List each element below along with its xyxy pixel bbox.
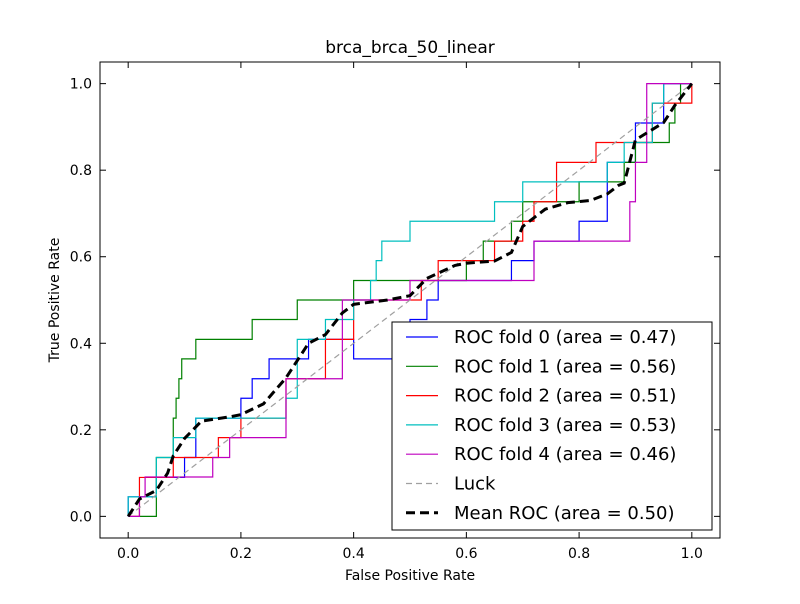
plot-area [126,82,694,518]
legend-label-1: ROC fold 1 (area = 0.56) [454,356,676,377]
y-tick-label: 0.6 [70,250,92,266]
legend-label-0: ROC fold 0 (area = 0.47) [454,327,676,348]
x-axis-label: False Positive Rate [345,568,475,584]
legend-label-4: ROC fold 4 (area = 0.46) [454,444,676,465]
y-axis-label: True Positive Rate [47,238,63,364]
series-line-5 [127,83,693,517]
legend-label-2: ROC fold 2 (area = 0.51) [454,386,676,407]
y-tick-label: 0.4 [70,336,92,352]
series-line-4 [128,83,692,517]
x-tick-label: 0.6 [455,546,477,562]
legend-label-5: Luck [454,474,496,495]
y-tick-label: 0.2 [70,423,92,439]
axes: 0.0 0.2 0.4 0.6 0.8 1.0 0.0 0.2 0.4 0.6 0.8 1.0 [70,61,721,562]
chart-title: brca_brca_50_linear [325,38,495,58]
x-tick-label: 0.4 [343,546,365,562]
legend-label-6: Mean ROC (area = 0.50) [454,503,675,524]
series-line-3 [127,83,692,517]
legend: ROC fold 0 (area = 0.47) ROC fold 1 (area… [391,321,713,531]
legend-box [391,321,713,531]
y-tick-label: 1.0 [70,77,92,93]
x-tick-label: 0.2 [230,546,252,562]
y-tick-label: 0.0 [70,509,92,525]
x-tick-label: 0.8 [568,546,590,562]
axes-frame [99,61,721,539]
x-tick-label: 1.0 [681,546,703,562]
legend-label-3: ROC fold 3 (area = 0.53) [454,415,676,436]
x-tick-label: 0.0 [117,546,139,562]
series-line-6 [126,82,694,518]
y-tick-label: 0.8 [70,163,92,179]
